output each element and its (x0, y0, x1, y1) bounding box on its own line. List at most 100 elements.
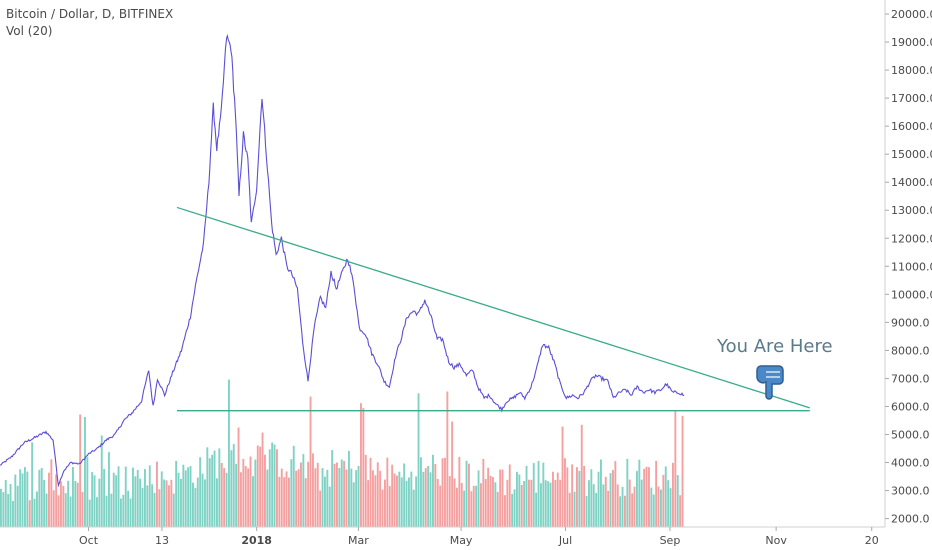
volume-bar (511, 493, 514, 527)
volume-bar (235, 463, 238, 527)
volume-bar (350, 468, 353, 527)
volume-bar (477, 470, 480, 527)
volume-bar (412, 489, 415, 527)
y-tick-label: 15000.0 (891, 148, 932, 161)
volume-bar (74, 481, 77, 527)
volume-bar (93, 475, 96, 527)
volume-bar (590, 469, 593, 527)
volume-bar (117, 466, 120, 527)
volume-bar (612, 470, 614, 527)
volume-bar (271, 442, 274, 527)
volume-bar (0, 488, 2, 527)
volume-bar (278, 476, 281, 527)
volume-bar (681, 415, 684, 527)
volume-bar (648, 467, 650, 527)
volume-bar (168, 485, 170, 527)
volume-bar (588, 480, 590, 527)
volume-label: Vol (20) (6, 24, 53, 38)
volume-bar (417, 393, 420, 527)
volume-bar (525, 465, 528, 527)
volume-bars (0, 379, 684, 527)
volume-bar (357, 465, 360, 527)
y-tick-label: 11000.0 (891, 260, 932, 273)
y-tick-label: 18000.0 (891, 64, 932, 77)
volume-bar (108, 452, 110, 527)
volume-bar (547, 481, 550, 527)
x-tick-label: 2018 (241, 534, 272, 547)
volume-bar (242, 458, 245, 527)
volume-bar (367, 480, 370, 527)
volume-bar (676, 475, 679, 527)
volume-bar (26, 471, 29, 527)
volume-bar (384, 479, 386, 527)
volume-bar (530, 479, 533, 527)
volume-bar (259, 446, 262, 527)
volume-bar (283, 477, 286, 527)
volume-bar (48, 472, 50, 527)
volume-bar (595, 493, 598, 527)
volume-bar (309, 396, 312, 527)
volume-bar (540, 483, 542, 527)
volume-bar (352, 482, 355, 527)
volume-bar (408, 477, 410, 527)
y-tick-label: 19000.0 (891, 36, 932, 49)
price-line (0, 33, 685, 488)
volume-bar (254, 459, 257, 527)
volume-bar (444, 457, 446, 527)
volume-bar (84, 416, 86, 527)
volume-bar (463, 490, 466, 527)
volume-bar (184, 470, 187, 527)
volume-bar (475, 485, 478, 527)
volume-bar (549, 482, 552, 527)
volume-bar (499, 469, 502, 527)
volume-bar (208, 458, 211, 527)
volume-bar (674, 411, 677, 527)
volume-bar (369, 457, 372, 527)
volume-bar (9, 483, 12, 527)
volume-bar (36, 491, 38, 527)
volume-bar (295, 470, 298, 527)
volume-bar (52, 490, 55, 527)
volume-bar (513, 489, 516, 527)
volume-bar (616, 484, 619, 527)
volume-bar (607, 490, 610, 527)
volume-bar (432, 454, 434, 527)
volume-bar (228, 379, 230, 527)
volume-bar (180, 478, 182, 527)
volume-bar (175, 460, 178, 527)
volume-bar (518, 474, 521, 527)
volume-bar (501, 469, 504, 527)
volume-bar (14, 474, 17, 527)
volume-bar (439, 485, 442, 527)
symbol-label: Bitcoin / Dollar, D, BITFINEX (6, 7, 174, 21)
volume-bar (76, 482, 79, 527)
volume-bar (165, 480, 168, 527)
y-tick-label: 9000.0 (891, 316, 930, 329)
volume-bar (60, 481, 62, 527)
volume-bar (156, 461, 158, 527)
chart-legend: Bitcoin / Dollar, D, BITFINEX Vol (20) (6, 6, 173, 40)
volume-bar (98, 478, 101, 527)
volume-bar (196, 477, 199, 527)
volume-bar (460, 483, 463, 527)
volume-bar (40, 467, 43, 527)
volume-bar (319, 490, 322, 527)
volume-bar (273, 444, 276, 527)
y-tick-label: 12000.0 (891, 232, 932, 245)
volume-bar (537, 461, 540, 527)
volume-bar (542, 462, 545, 527)
volume-bar (650, 487, 653, 527)
volume-bar (249, 456, 252, 527)
y-tick-label: 2000.0 (891, 513, 930, 526)
volume-bar (38, 469, 41, 527)
volume-bar (163, 479, 166, 527)
volume-bar (256, 445, 259, 527)
volume-bar (645, 466, 648, 527)
y-tick-label: 6000.0 (891, 400, 930, 413)
volume-bar (12, 501, 14, 527)
volume-bar (144, 469, 146, 527)
x-axis-ticks: Oct 13 2018 Mar May Jul Sep Nov 20 (79, 527, 879, 547)
volume-bar (276, 449, 278, 527)
volume-bar (379, 470, 382, 527)
